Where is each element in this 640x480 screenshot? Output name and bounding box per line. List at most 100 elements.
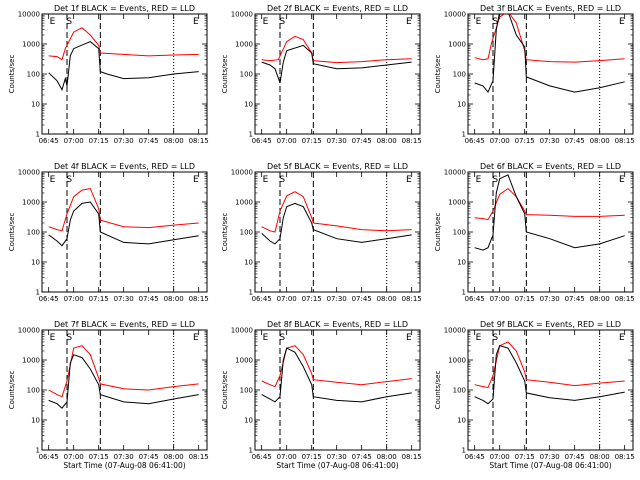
marker-label: E (50, 17, 56, 27)
x-tick-label: 07:00 (490, 137, 510, 145)
x-tick-label: 07:00 (277, 137, 297, 145)
y-tick-label: 10 (31, 101, 40, 109)
x-tick-label: 07:45 (565, 295, 585, 303)
x-tick-label: 08:00 (590, 137, 610, 145)
chart-panel: Det 1f BLACK = Events, RED = LLD 1 10 100 10… (8, 4, 209, 145)
marker-label: S (279, 333, 285, 343)
y-tick-label: 100 (240, 229, 253, 237)
x-tick-label: 06:45 (252, 137, 272, 145)
x-tick-label: 06:45 (465, 453, 485, 461)
chart-title: Det 4f BLACK = Events, RED = LLD (54, 162, 195, 171)
marker-label: E (193, 175, 199, 185)
y-axis-label: Counts/sec (221, 213, 229, 252)
marker-label: E (476, 333, 482, 343)
y-tick-label: 100 (453, 387, 466, 395)
y-tick-label: 10000 (18, 169, 40, 177)
x-tick-label: 07:15 (515, 137, 535, 145)
chart-panel: Det 3f BLACK = Events, RED = LLD 1 10 100 10… (434, 4, 635, 145)
chart-title: Det 3f BLACK = Events, RED = LLD (480, 4, 621, 13)
x-tick-label: 08:15 (402, 453, 422, 461)
x-tick-label: 07:30 (540, 295, 560, 303)
x-tick-label: 06:45 (465, 295, 485, 303)
x-tick-label: 08:00 (164, 295, 184, 303)
chart-panel: Det 7f BLACK = Events, RED = LLD 1 10 100 10… (8, 320, 209, 470)
y-tick-label: 1000 (448, 199, 466, 207)
x-tick-label: 07:30 (114, 295, 134, 303)
chart-panel: Det 4f BLACK = Events, RED = LLD 1 10 100 10… (8, 162, 209, 303)
marker-label: E (406, 333, 412, 343)
marker-label: E (263, 17, 269, 27)
y-axis-label: Counts/sec (8, 55, 16, 94)
x-tick-label: 06:45 (465, 137, 485, 145)
y-tick-label: 10000 (231, 169, 253, 177)
y-axis-label: Counts/sec (434, 371, 442, 410)
events-series-line (261, 44, 412, 84)
y-tick-label: 10000 (231, 327, 253, 335)
x-axis-label: Start Time (07-Aug-08 06:41:00) (63, 461, 185, 470)
marker-label: E (263, 175, 269, 185)
x-axis-label: Start Time (07-Aug-08 06:41:00) (489, 461, 611, 470)
x-tick-label: 07:45 (352, 137, 372, 145)
x-tick-label: 08:00 (164, 137, 184, 145)
x-tick-label: 07:30 (327, 453, 347, 461)
events-series-line (474, 345, 625, 405)
y-tick-label: 10 (457, 101, 466, 109)
marker-label: S (279, 175, 285, 185)
marker-label: E (50, 333, 56, 343)
chart-title: Det 9f BLACK = Events, RED = LLD (480, 320, 621, 329)
x-tick-label: 06:45 (252, 295, 272, 303)
y-tick-label: 10 (244, 417, 253, 425)
x-tick-label: 06:45 (39, 453, 59, 461)
y-axis-label: Counts/sec (221, 55, 229, 94)
chart-title: Det 1f BLACK = Events, RED = LLD (54, 4, 195, 13)
marker-label: E (406, 17, 412, 27)
y-tick-label: 100 (27, 387, 40, 395)
y-tick-label: 10 (31, 259, 40, 267)
marker-label: S (279, 17, 285, 27)
marker-label: E (406, 175, 412, 185)
x-tick-label: 07:30 (327, 137, 347, 145)
x-tick-label: 08:15 (189, 137, 209, 145)
y-axis-label: Counts/sec (221, 371, 229, 410)
y-tick-label: 100 (240, 71, 253, 79)
chart-title: Det 6f BLACK = Events, RED = LLD (480, 162, 621, 171)
x-tick-label: 07:00 (277, 453, 297, 461)
lld-series-line (48, 188, 199, 232)
x-tick-label: 07:00 (277, 295, 297, 303)
y-tick-label: 1000 (22, 199, 40, 207)
x-axis-label: Start Time (07-Aug-08 06:41:00) (276, 461, 398, 470)
x-tick-label: 07:45 (565, 453, 585, 461)
x-tick-label: 07:15 (515, 295, 535, 303)
marker-label: E (476, 175, 482, 185)
x-tick-label: 07:30 (327, 295, 347, 303)
y-tick-label: 100 (453, 71, 466, 79)
y-axis-label: Counts/sec (434, 55, 442, 94)
lld-series-line (474, 187, 625, 221)
y-tick-label: 10 (31, 417, 40, 425)
y-tick-label: 10 (244, 101, 253, 109)
y-tick-label: 1 (462, 131, 466, 139)
marker-label: E (263, 333, 269, 343)
y-tick-label: 10000 (18, 11, 40, 19)
marker-label: S (66, 17, 72, 27)
chart-panel: Det 9f BLACK = Events, RED = LLD 1 10 100 10… (434, 320, 635, 470)
x-tick-label: 07:00 (64, 137, 84, 145)
lld-series-line (261, 35, 412, 64)
x-tick-label: 07:15 (515, 453, 535, 461)
lld-series-line (261, 191, 412, 233)
x-tick-label: 07:00 (490, 453, 510, 461)
x-tick-label: 07:15 (302, 137, 322, 145)
chart-title: Det 2f BLACK = Events, RED = LLD (267, 4, 408, 13)
y-tick-label: 100 (27, 229, 40, 237)
y-tick-label: 1000 (22, 41, 40, 49)
chart-panel: Det 2f BLACK = Events, RED = LLD 1 10 100 10… (221, 4, 422, 145)
chart-title: Det 8f BLACK = Events, RED = LLD (267, 320, 408, 329)
y-tick-label: 1 (249, 289, 253, 297)
chart-panel: Det 8f BLACK = Events, RED = LLD 1 10 100 10… (221, 320, 422, 470)
y-axis-label: Counts/sec (8, 371, 16, 410)
x-tick-label: 08:00 (164, 453, 184, 461)
x-tick-label: 08:00 (377, 295, 397, 303)
marker-label: E (193, 17, 199, 27)
y-tick-label: 10000 (18, 327, 40, 335)
